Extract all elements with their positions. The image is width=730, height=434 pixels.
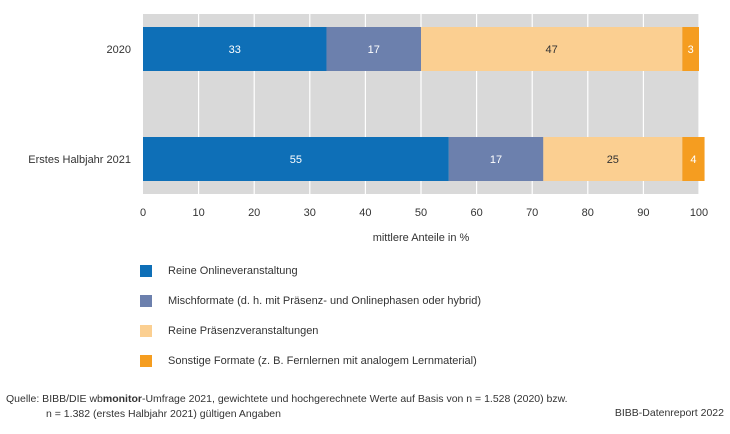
legend-label: Sonstige Formate (z. B. Fernlernen mit a… xyxy=(168,355,477,367)
x-tick-label: 80 xyxy=(582,207,594,219)
bar-segment xyxy=(682,27,699,71)
bar-segment xyxy=(326,27,421,71)
data-label: 25 xyxy=(607,154,619,166)
legend-swatch xyxy=(140,295,152,307)
x-axis-label: mittlere Anteile in % xyxy=(373,232,470,244)
x-tick-label: 90 xyxy=(637,207,649,219)
source-rest: -Umfrage 2021, gewichtete und hochgerech… xyxy=(141,393,568,405)
legend-item-mixed: Mischformate (d. h. mit Präsenz- und Onl… xyxy=(140,292,700,310)
bar-segment xyxy=(543,137,683,181)
legend-label: Reine Präsenzveranstaltungen xyxy=(168,325,319,337)
bar-segment xyxy=(448,137,544,181)
x-tick-label: 0 xyxy=(140,207,146,219)
credit: BIBB-Datenreport 2022 xyxy=(614,407,724,419)
source-prefix: Quelle: BIBB/DIE wb xyxy=(6,393,103,405)
legend-label: Mischformate (d. h. mit Präsenz- und Onl… xyxy=(168,295,482,307)
bar-segment xyxy=(143,27,327,71)
legend-label: Reine Onlineveranstaltung xyxy=(168,265,298,277)
source-bold: monitor xyxy=(102,393,142,405)
x-tick-label: 10 xyxy=(192,207,204,219)
data-label: 17 xyxy=(368,44,380,56)
data-label: 17 xyxy=(490,154,502,166)
x-tick-label: 70 xyxy=(526,207,538,219)
legend-swatch xyxy=(140,265,152,277)
x-tick-label: 60 xyxy=(470,207,482,219)
source-line-2: n = 1.382 (erstes Halbjahr 2021) gültige… xyxy=(46,408,281,420)
bar-segment xyxy=(421,27,683,71)
category-label: Erstes Halbjahr 2021 xyxy=(28,154,131,166)
x-tick-label: 50 xyxy=(415,207,427,219)
data-label: 3 xyxy=(688,44,694,56)
legend: Reine Onlineveranstaltung Mischformate (… xyxy=(140,262,700,382)
legend-swatch xyxy=(140,355,152,367)
stacked-bar-chart: 33 17 47 3 55 17 25 4 0 10 20 30 40 50 60 70 80 90 100 20… xyxy=(28,14,708,244)
bar-segment xyxy=(682,137,705,181)
legend-swatch xyxy=(140,325,152,337)
source-line-1: Quelle: BIBB/DIE wbmonitor-Umfrage 2021,… xyxy=(6,392,568,407)
source-note: Quelle: BIBB/DIE wbmonitor-Umfrage 2021,… xyxy=(6,392,568,422)
data-label: 33 xyxy=(229,44,241,56)
legend-item-other: Sonstige Formate (z. B. Fernlernen mit a… xyxy=(140,352,700,370)
bar-segment xyxy=(143,137,449,181)
data-label: 55 xyxy=(290,154,302,166)
x-axis-ticks: 0 10 20 30 40 50 60 70 80 90 100 xyxy=(140,207,708,219)
data-label: 4 xyxy=(690,154,696,166)
bars: 33 17 47 3 55 17 25 4 xyxy=(143,27,705,181)
x-tick-label: 40 xyxy=(359,207,371,219)
category-label: 2020 xyxy=(107,44,131,56)
legend-item-online: Reine Onlineveranstaltung xyxy=(140,262,700,280)
x-tick-label: 100 xyxy=(690,207,708,219)
data-label: 47 xyxy=(546,44,558,56)
x-tick-label: 30 xyxy=(304,207,316,219)
x-tick-label: 20 xyxy=(248,207,260,219)
y-axis-categories: 2020 Erstes Halbjahr 2021 xyxy=(28,44,131,166)
legend-item-presence: Reine Präsenzveranstaltungen xyxy=(140,322,700,340)
